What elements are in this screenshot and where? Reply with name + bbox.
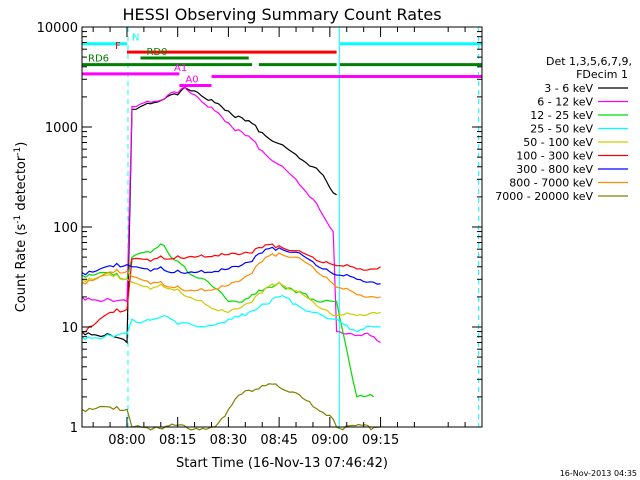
flag-label-a1: A1: [174, 63, 187, 74]
flag-label-a0: A0: [185, 75, 198, 86]
flag-label-rd6: RD6: [88, 54, 109, 65]
series-line-25-50-kev: [81, 294, 381, 341]
x-axis: 08:00 08:15 08:30 08:45 09:00 09:15: [92, 27, 466, 448]
legend-label-25-50-kev: 25 - 50 keV: [530, 123, 593, 136]
y-tick-label: 100: [53, 221, 78, 236]
x-tick-label: 08:15: [159, 433, 196, 448]
legend-label-100-300-kev: 100 - 300 keV: [516, 150, 593, 163]
y-axis-label: Count Rate (s-1 detector-1): [13, 142, 29, 313]
x-tick-label: 08:30: [210, 433, 247, 448]
legend-label-12-25-kev: 12 - 25 keV: [530, 109, 593, 122]
series-line-800-7000-kev: [81, 252, 381, 299]
y-axis-label-sup1: -1: [13, 215, 23, 224]
series-line-6-12-kev: [81, 86, 381, 344]
plot-area: [81, 27, 480, 427]
series-line-12-25-kev: [81, 243, 375, 398]
footer-timestamp: 16-Nov-2013 04:35: [560, 469, 637, 478]
legend-label-3-6-kev: 3 - 6 keV: [544, 82, 593, 95]
x-tick-label: 08:45: [260, 433, 297, 448]
y-axis-label-part3: ): [14, 142, 29, 147]
chart-title: HESSI Observing Summary Count Rates: [122, 5, 441, 24]
y-axis-label-part2: detector: [14, 155, 29, 215]
y-axis: 1 10 100 1000 10000: [37, 21, 482, 436]
series-line-100-300-kev: [81, 243, 381, 333]
x-tick-label: 09:15: [362, 433, 399, 448]
flag-label-f: F: [115, 41, 121, 52]
y-axis-label-part1: Count Rate (s: [14, 224, 29, 313]
series-lines: [81, 86, 381, 431]
x-tick-label: 08:00: [108, 433, 145, 448]
flag-label-n: N: [132, 33, 139, 44]
y-axis-label-sup2: -1: [13, 147, 23, 156]
series-line-7000-20000-kev: [81, 383, 381, 431]
x-axis-label: Start Time (16-Nov-13 07:46:42): [176, 456, 388, 471]
legend-title-line2: FDecim 1: [576, 68, 628, 81]
series-line-3-6-kev: [81, 86, 337, 344]
legend-label-6-12-kev: 6 - 12 keV: [537, 96, 593, 109]
legend-label-800-7000-kev: 800 - 7000 keV: [509, 177, 593, 190]
legend-label-50-100-kev: 50 - 100 keV: [523, 136, 593, 149]
y-tick-label: 1000: [45, 121, 78, 136]
legend-title-line1: Det 1,3,5,6,7,9,: [546, 55, 632, 68]
y-tick-label: 10: [61, 321, 78, 336]
series-line-300-800-kev: [81, 246, 381, 285]
flag-label-rd0: RD0: [146, 47, 167, 58]
plot-frame: [81, 26, 483, 428]
x-tick-label: 09:00: [311, 433, 348, 448]
series-line-50-100-kev: [81, 273, 381, 317]
y-tick-label: 10000: [37, 21, 78, 36]
y-tick-label: 1: [70, 421, 78, 436]
legend-label-7000-20000-kev: 7000 - 20000 keV: [495, 190, 593, 203]
legend-label-300-800-kev: 300 - 800 keV: [516, 163, 593, 176]
